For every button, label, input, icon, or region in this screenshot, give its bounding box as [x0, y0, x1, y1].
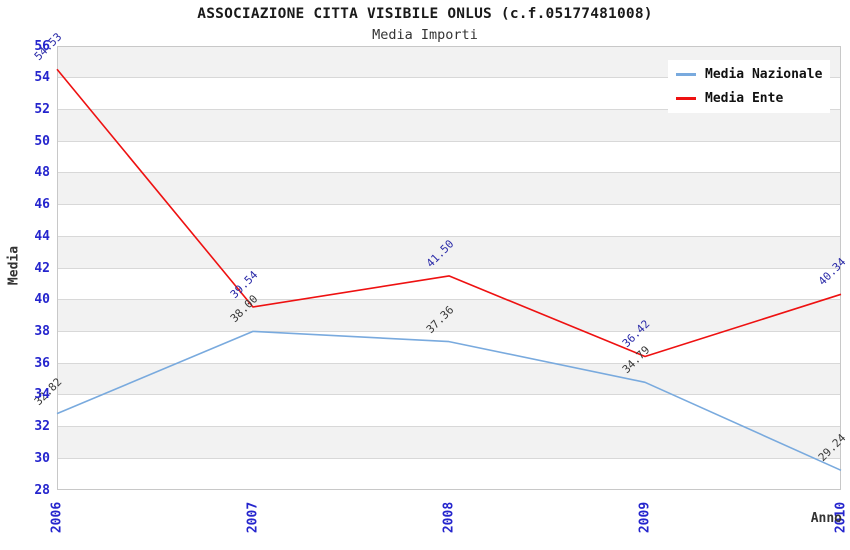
plot-band [57, 268, 841, 300]
x-tick-label: 2006 [49, 501, 65, 534]
series-line-media-ente [56, 68, 842, 358]
y-tick-label: 38 [34, 323, 50, 339]
plot-band [57, 109, 841, 142]
gridline [57, 77, 841, 79]
series-line-media-nazionale [56, 330, 842, 472]
gridline [57, 172, 841, 174]
x-axis-title: Anno [810, 511, 842, 526]
x-tick-label: 2009 [637, 501, 653, 534]
legend-label: Media Nazionale [705, 67, 823, 82]
plot-band [57, 363, 841, 395]
chart-title: ASSOCIAZIONE CITTA VISIBILE ONLUS (c.f.0… [197, 6, 653, 22]
x-tick-label: 2007 [245, 501, 261, 534]
y-tick-label: 36 [34, 355, 50, 371]
chart-subtitle: Media Importi [372, 27, 478, 43]
plot-band [57, 458, 841, 490]
y-tick-label: 54 [34, 70, 50, 86]
y-tick-label: 32 [34, 419, 50, 435]
gridline [57, 330, 841, 332]
gridline [57, 235, 841, 237]
plot-band [57, 394, 841, 427]
series-lines [56, 68, 842, 472]
gridline [57, 394, 841, 396]
plot-band [57, 426, 841, 459]
plot-band [57, 236, 841, 268]
y-tick-label: 30 [34, 450, 50, 466]
legend-label: Media Ente [705, 91, 784, 106]
y-tick-label: 28 [34, 482, 50, 498]
y-tick-label: 48 [34, 165, 50, 181]
y-tick-label: 52 [34, 101, 50, 117]
x-tick-label: 2008 [441, 501, 457, 534]
plot-band [57, 299, 841, 332]
gridline [57, 457, 841, 459]
y-tick-label: 44 [34, 228, 50, 244]
gridline [57, 299, 841, 301]
legend: Media Nazionale Media Ente [668, 60, 830, 113]
plot-band [57, 141, 841, 173]
plot-band [57, 204, 841, 237]
legend-swatch [676, 97, 696, 100]
legend-swatch [676, 73, 696, 76]
y-tick-label: 56 [34, 38, 50, 54]
y-tick-label: 34 [34, 387, 50, 403]
gridline [57, 108, 841, 110]
y-tick-label: 42 [34, 260, 50, 276]
plot-band [57, 331, 841, 364]
legend-item: Media Ente [676, 90, 822, 107]
gridline [57, 267, 841, 269]
gridline [57, 362, 841, 364]
gridline [57, 426, 841, 428]
gridline [57, 140, 841, 142]
legend-item: Media Nazionale [676, 66, 822, 83]
plot-band [57, 172, 841, 205]
y-tick-label: 40 [34, 292, 50, 308]
y-tick-label: 50 [34, 133, 50, 149]
y-tick-label: 46 [34, 197, 50, 213]
gridline [57, 204, 841, 206]
